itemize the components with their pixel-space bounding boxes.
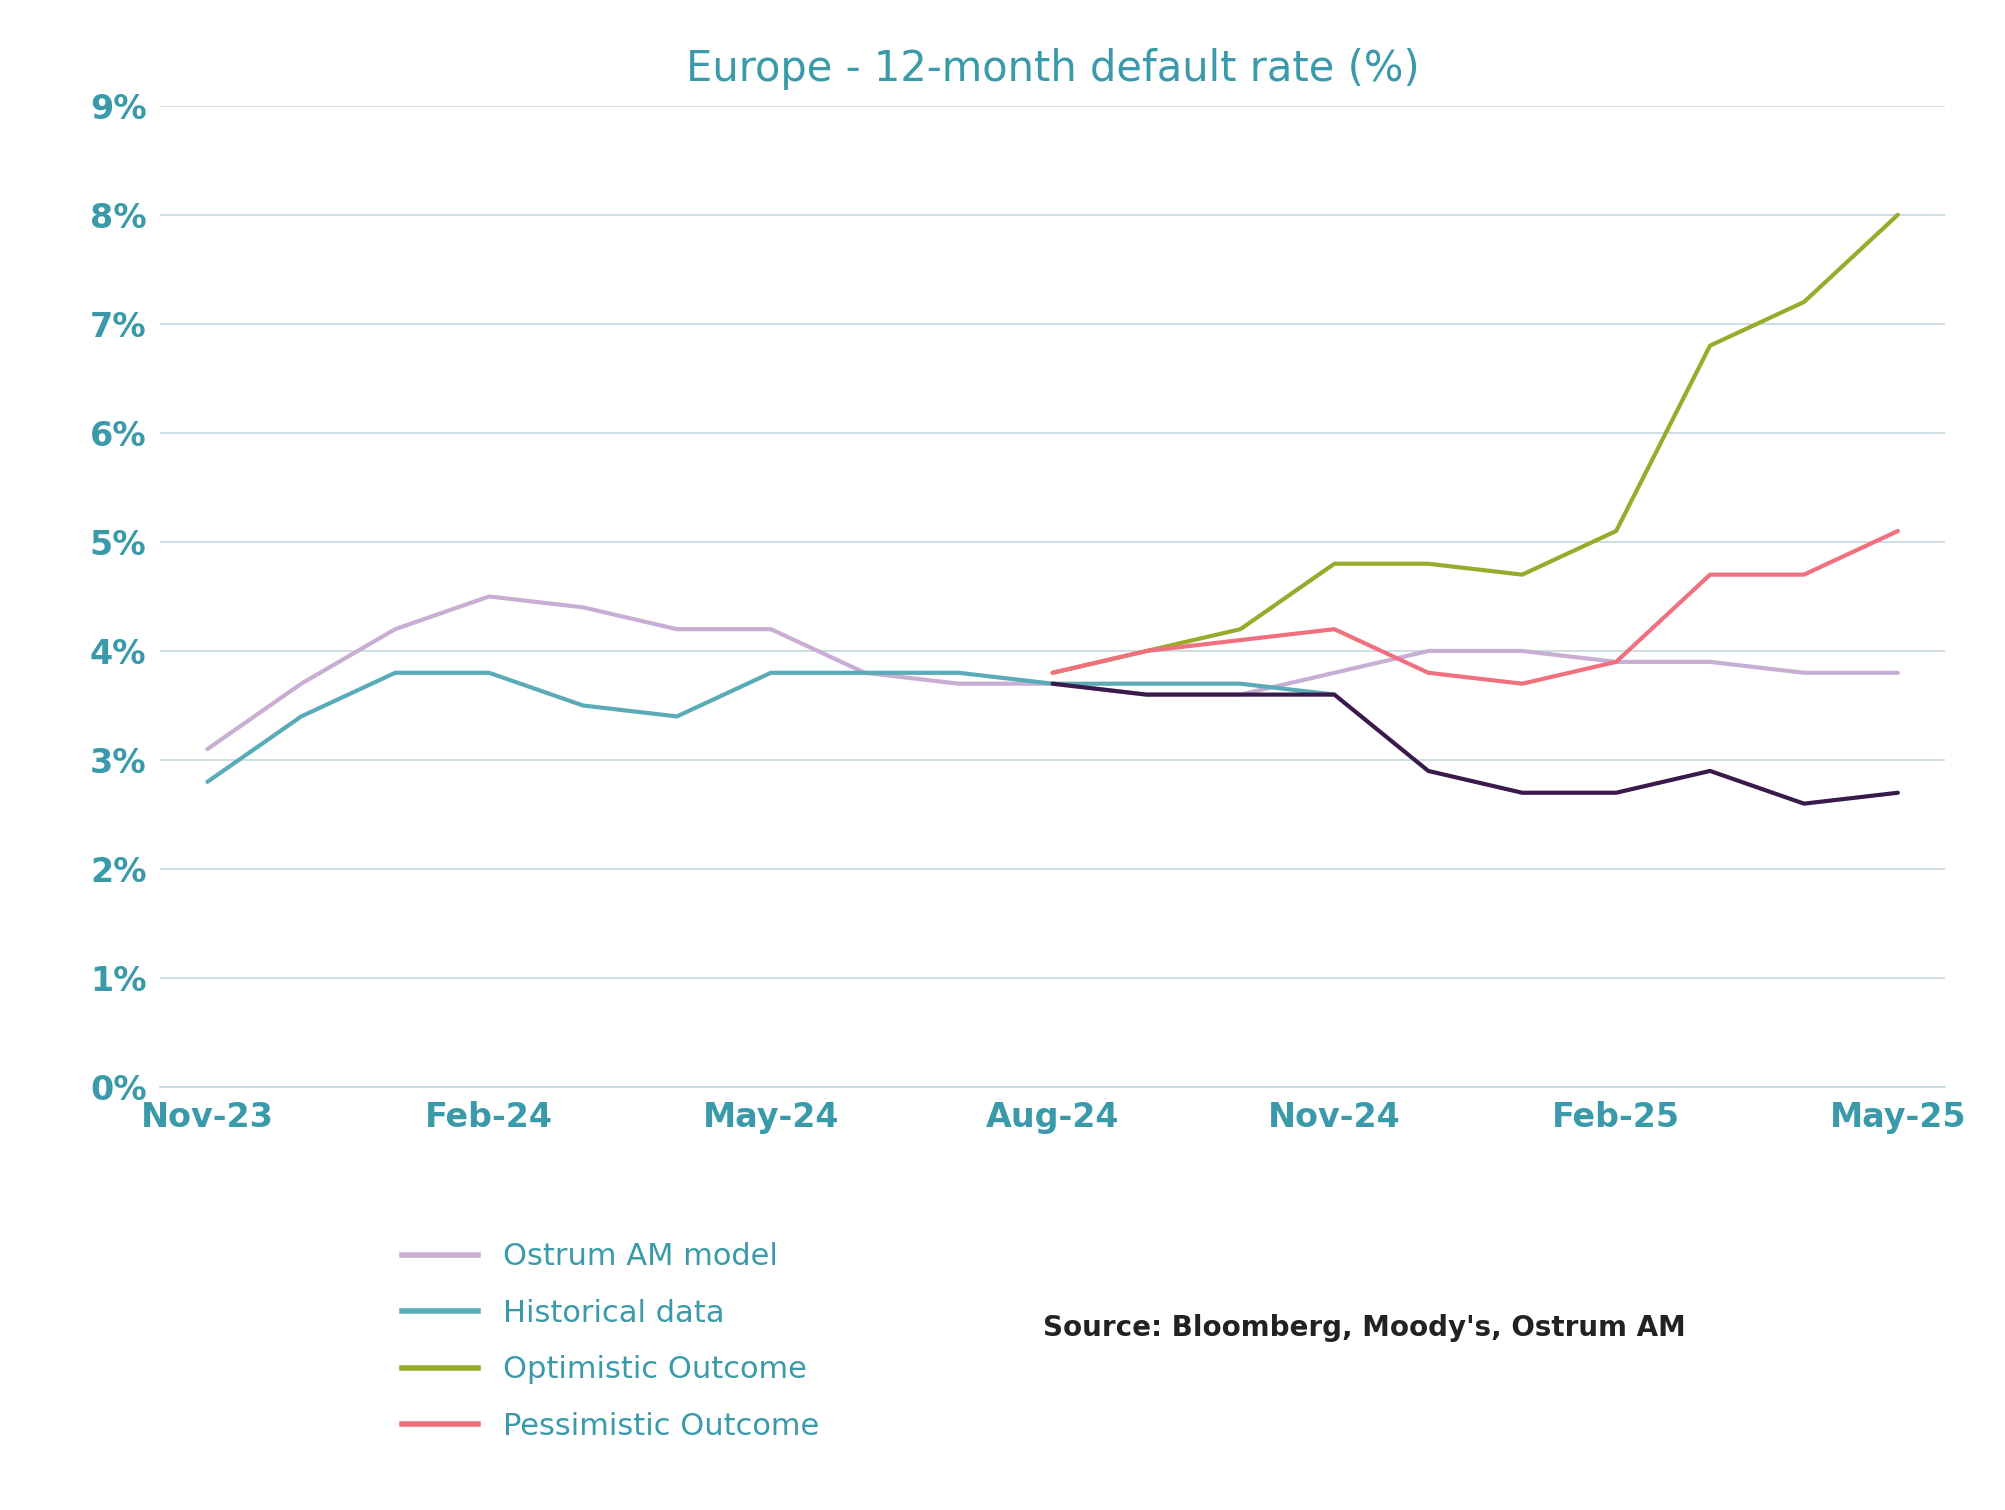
- Title: Europe - 12-month default rate (%): Europe - 12-month default rate (%): [686, 48, 1420, 89]
- Text: Source: Bloomberg, Moody's, Ostrum AM: Source: Bloomberg, Moody's, Ostrum AM: [1043, 1314, 1686, 1342]
- Legend: Ostrum AM model, Historical data, Optimistic Outcome, Pessimistic Outcome: Ostrum AM model, Historical data, Optimi…: [389, 1231, 832, 1453]
